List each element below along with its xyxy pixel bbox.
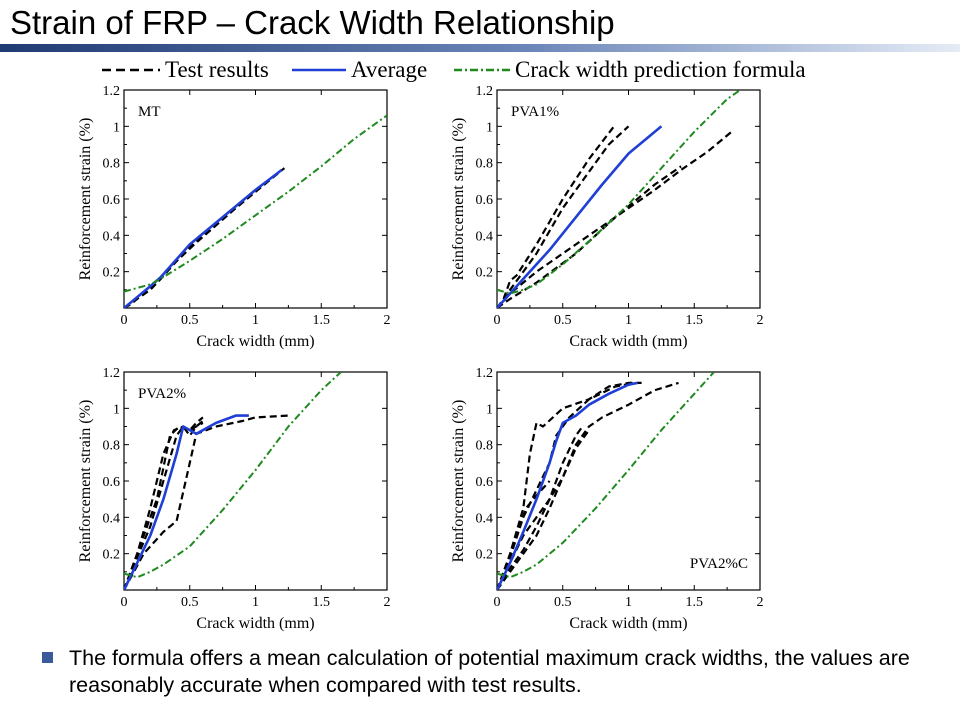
- x-tick-label: 2: [757, 313, 764, 328]
- x-tick-label: 1: [625, 595, 632, 610]
- x-tick-label: 1.5: [313, 313, 331, 328]
- bullet-text: The formula offers a mean calculation of…: [69, 646, 910, 697]
- x-tick-label: 2: [384, 313, 391, 328]
- x-tick-label: 2: [757, 595, 764, 610]
- y-tick-label: 0.8: [103, 439, 121, 454]
- x-tick-label: 0: [121, 595, 128, 610]
- x-axis-label: Crack width (mm): [569, 615, 687, 632]
- legend-label-test: Test results: [165, 57, 269, 82]
- y-tick-label: 0.2: [476, 266, 494, 281]
- y-tick-label: 1: [486, 120, 493, 135]
- legend-label-formula: Crack width prediction formula: [515, 57, 806, 82]
- title-underline: [0, 44, 960, 52]
- slide-title: Strain of FRP – Crack Width Relationship: [10, 4, 615, 41]
- y-tick-label: 0.6: [103, 193, 121, 208]
- legend-swatch-test: [102, 68, 160, 72]
- x-tick-label: 1.5: [686, 313, 704, 328]
- series-line-test-4: [124, 421, 204, 590]
- y-tick-label: 0.4: [103, 229, 121, 244]
- y-tick-label: 1: [486, 402, 493, 417]
- chart-panel-1: 0 0.5 1 1.5 2 0.2 0.4 0.6 0.8 1 1.2 Crack width (mm…: [77, 84, 391, 350]
- legend-label-average: Average: [351, 57, 428, 82]
- legend-item-average: Average: [290, 56, 427, 84]
- y-axis-label: Reinforcement strain (%): [77, 400, 94, 563]
- series-line-test-3: [124, 414, 289, 590]
- y-axis-label: Reinforcement strain (%): [77, 118, 94, 281]
- y-tick-label: 0.8: [103, 157, 121, 172]
- x-tick-label: 1.5: [686, 595, 704, 610]
- series-line-average-3: [124, 168, 283, 308]
- x-tick-label: 0: [121, 313, 128, 328]
- chart-panel-4: 0 0.5 1 1.5 2 0.2 0.4 0.6 0.8 1 1.2 Crack width (mm…: [450, 366, 764, 632]
- y-tick-label: 0.2: [103, 266, 121, 281]
- y-tick-label: 1: [113, 402, 120, 417]
- plot-frame: [496, 89, 761, 309]
- series-line-formula-4: [124, 114, 387, 293]
- x-tick-label: 1: [252, 313, 259, 328]
- y-tick-label: 1.2: [476, 84, 494, 99]
- legend-swatch-formula: [454, 68, 510, 72]
- series-line-test-1: [497, 123, 617, 308]
- chart-panel-2: 0 0.5 1 1.5 2 0.2 0.4 0.6 0.8 1 1.2 Crack width (mm…: [450, 84, 764, 350]
- y-axis-label: Reinforcement strain (%): [450, 118, 467, 281]
- x-tick-label: 0.5: [181, 313, 199, 328]
- y-tick-label: 0.4: [476, 229, 494, 244]
- series-line-test-2: [124, 420, 204, 590]
- series-line-test-2: [497, 381, 679, 590]
- panel-label: PVA2%C: [690, 556, 748, 572]
- x-tick-label: 1: [252, 595, 259, 610]
- panel-label: MT: [138, 104, 161, 120]
- panel-label: PVA2%: [138, 386, 186, 402]
- legend-item-test: Test results: [100, 56, 269, 84]
- series-line-test-3: [497, 425, 584, 590]
- y-tick-label: 0.2: [103, 548, 121, 563]
- x-axis-label: Crack width (mm): [196, 615, 314, 632]
- panel-label: PVA1%: [511, 104, 559, 120]
- y-axis-label: Reinforcement strain (%): [450, 400, 467, 563]
- bullet-square-icon: [42, 652, 53, 663]
- x-tick-label: 0.5: [554, 313, 572, 328]
- charts-canvas: 0 0.5 1 1.5 2 0.2 0.4 0.6 0.8 1 1.2 Crack width (mm…: [77, 84, 764, 632]
- x-tick-label: 0.5: [181, 595, 199, 610]
- legend-item-formula: Crack width prediction formula: [452, 56, 806, 84]
- x-tick-label: 0: [494, 313, 501, 328]
- x-tick-label: 2: [384, 595, 391, 610]
- x-tick-label: 1: [625, 313, 632, 328]
- y-tick-label: 1.2: [103, 84, 121, 99]
- y-tick-label: 1.2: [103, 366, 121, 381]
- y-tick-label: 0.8: [476, 439, 494, 454]
- y-tick-label: 1.2: [476, 366, 494, 381]
- series-line-average-7: [497, 381, 638, 590]
- series-line-average-5: [124, 414, 249, 590]
- x-tick-label: 0: [494, 595, 501, 610]
- y-tick-label: 0.6: [476, 475, 494, 490]
- series-line-formula-6: [497, 90, 741, 295]
- series-line-average-5: [497, 125, 663, 308]
- y-tick-label: 1: [113, 120, 120, 135]
- x-tick-label: 1.5: [313, 595, 331, 610]
- x-axis-label: Crack width (mm): [196, 333, 314, 350]
- series-line-formula-6: [124, 372, 342, 579]
- series-line-test-4: [497, 165, 682, 308]
- series-line-test-1: [497, 381, 642, 590]
- chart-panel-3: 0 0.5 1 1.5 2 0.2 0.4 0.6 0.8 1 1.2 Crack width (mm…: [77, 366, 391, 632]
- series-line-test-5: [497, 429, 590, 590]
- legend: Test results Average Crack width predict…: [100, 56, 880, 84]
- series-line-test-3: [497, 129, 735, 308]
- y-tick-label: 0.6: [103, 475, 121, 490]
- series-line-test-2: [497, 125, 630, 308]
- y-tick-label: 0.8: [476, 157, 494, 172]
- y-tick-label: 0.4: [476, 511, 494, 526]
- x-tick-label: 0.5: [554, 595, 572, 610]
- series-line-formula-8: [497, 372, 715, 579]
- y-tick-label: 0.4: [103, 511, 121, 526]
- legend-swatch-average: [292, 68, 346, 72]
- x-axis-label: Crack width (mm): [569, 333, 687, 350]
- y-tick-label: 0.2: [476, 548, 494, 563]
- y-tick-label: 0.6: [476, 193, 494, 208]
- series-line-test-6: [497, 480, 551, 590]
